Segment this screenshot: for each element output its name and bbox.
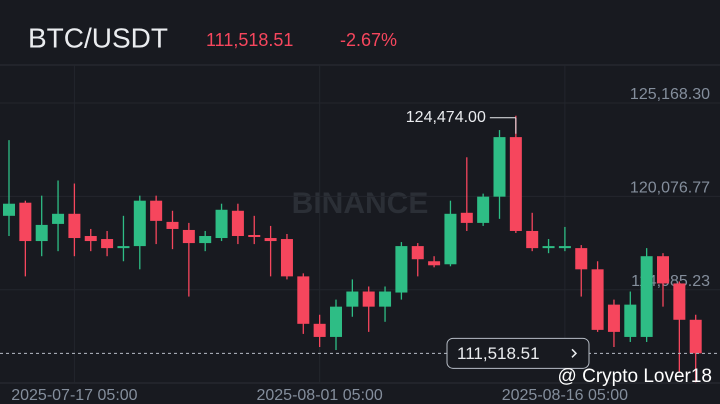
candle-body bbox=[379, 291, 392, 307]
candle-body bbox=[575, 248, 588, 270]
x-tick-label: 2025-08-16 05:00 bbox=[502, 387, 628, 404]
candle-body bbox=[460, 212, 473, 223]
candle-body bbox=[280, 239, 293, 277]
candle-body bbox=[673, 283, 686, 320]
candle-body bbox=[526, 230, 539, 249]
candle-body bbox=[133, 200, 146, 247]
candle-body bbox=[689, 319, 702, 354]
candle-body bbox=[231, 210, 244, 237]
chevron bbox=[571, 348, 578, 358]
plot-area: 125,168.30120,076.77114,985.232025-07-17… bbox=[0, 65, 720, 404]
candle-body bbox=[330, 306, 342, 337]
candle-body bbox=[444, 213, 457, 265]
candle-body bbox=[215, 209, 228, 239]
candle-body bbox=[101, 239, 114, 249]
candle-body bbox=[542, 246, 555, 249]
candle-body bbox=[297, 276, 310, 324]
candle-body bbox=[509, 137, 522, 231]
candle-body bbox=[362, 291, 375, 307]
candle-body bbox=[199, 236, 212, 244]
candle-body bbox=[411, 246, 424, 260]
candle-body bbox=[84, 236, 97, 242]
symbol-title: BTC/USDT bbox=[28, 22, 168, 53]
candle-body bbox=[607, 304, 620, 332]
credit: @ Crypto Lover18 bbox=[558, 366, 712, 387]
candle-body bbox=[35, 224, 48, 242]
y-tick-label: 125,168.30 bbox=[630, 86, 710, 103]
candle-body bbox=[624, 304, 637, 337]
candle-body bbox=[248, 235, 261, 238]
candle-body bbox=[395, 246, 408, 293]
candle-body bbox=[493, 137, 506, 197]
candle-body bbox=[150, 200, 163, 221]
price-change: -2.67% bbox=[340, 30, 397, 50]
candle-body bbox=[428, 261, 441, 266]
candle-body bbox=[591, 269, 604, 330]
last-price-tag bbox=[446, 337, 590, 369]
x-tick-label: 2025-07-17 05:00 bbox=[11, 387, 137, 404]
candle-body bbox=[182, 229, 195, 244]
x-tick-label: 2025-08-01 05:00 bbox=[256, 387, 382, 404]
watermark: BINANCE bbox=[292, 187, 429, 220]
candle-body bbox=[19, 202, 32, 242]
last-price-tag-label: 111,518.51 bbox=[457, 344, 540, 363]
candle-body bbox=[52, 213, 65, 224]
candle-body bbox=[68, 213, 81, 239]
y-tick-label: 120,076.77 bbox=[630, 180, 710, 197]
candle-body bbox=[477, 196, 490, 223]
last-price: 111,518.51 bbox=[206, 30, 293, 50]
candle-body bbox=[558, 246, 571, 249]
candle-body bbox=[346, 291, 359, 307]
candle-body bbox=[657, 256, 669, 284]
candle-body bbox=[166, 221, 179, 229]
candle-body bbox=[640, 256, 653, 337]
candle-body bbox=[3, 203, 15, 216]
candle-body bbox=[313, 323, 326, 337]
annotation-label: 124,474.00 bbox=[406, 109, 486, 126]
candle-body bbox=[264, 238, 277, 242]
candle-body bbox=[117, 246, 130, 249]
